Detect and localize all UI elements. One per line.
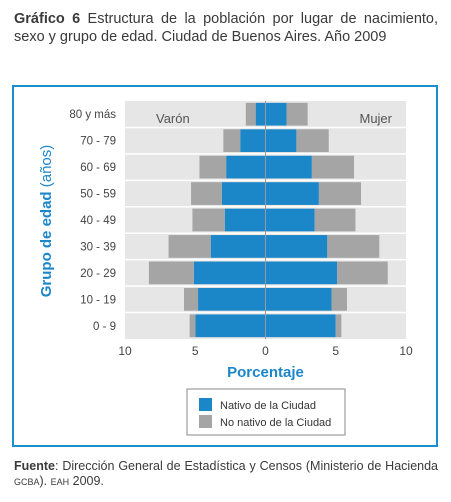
bar-varon-native-40-49 — [224, 208, 266, 232]
source-text-3: 2009. — [69, 474, 104, 488]
bar-varon-native-10-19 — [198, 287, 266, 311]
bar-mujer-non-native-60-69 — [311, 155, 355, 179]
bar-mujer-non-native-50-59 — [318, 182, 362, 205]
source-label: Fuente — [14, 459, 55, 473]
bar-mujer-non-native-30-39 — [327, 235, 380, 258]
bar-mujer-native-70-79 — [265, 129, 297, 153]
source-survey: EAH — [50, 477, 70, 487]
bar-mujer-native-40-49 — [265, 208, 315, 232]
bar-varon-native-70-79 — [240, 129, 266, 153]
bar-mujer-non-native-40-49 — [314, 208, 356, 232]
y-tick-label: 70 - 79 — [80, 136, 116, 148]
y-tick-label: 60 - 69 — [80, 162, 116, 174]
y-tick-label: 0 - 9 — [93, 321, 116, 333]
bar-mujer-non-native-0-9 — [335, 314, 342, 338]
bar-mujer-non-native-20-29 — [337, 261, 388, 285]
x-axis-title: Porcentaje — [227, 364, 304, 381]
y-tick-label: 20 - 29 — [80, 268, 116, 280]
legend-label-native: Nativo de la Ciudad — [220, 400, 316, 412]
legend-swatch-native — [199, 398, 212, 411]
bar-varon-non-native-80-y-m-s — [245, 102, 256, 126]
bar-mujer-native-60-69 — [265, 155, 312, 179]
bar-mujer-native-20-29 — [265, 261, 338, 285]
y-tick-label: 10 - 19 — [80, 294, 116, 306]
bar-varon-native-0-9 — [195, 314, 266, 338]
bar-varon-non-native-50-59 — [191, 182, 222, 205]
bar-varon-native-50-59 — [221, 182, 266, 205]
legend: Nativo de la Ciudad No nativo de la Ciud… — [186, 388, 346, 436]
bar-varon-non-native-60-69 — [199, 155, 227, 179]
legend-swatch-non-native — [199, 415, 212, 428]
x-tick-label: 10 — [399, 344, 413, 358]
source-text-1: : Dirección General de Estadística y Cen… — [54, 459, 438, 473]
y-tick-label: 80 y más — [69, 109, 116, 121]
source-org: GCBA — [14, 477, 40, 487]
bar-mujer-native-0-9 — [265, 314, 336, 338]
x-tick-label: 10 — [118, 344, 132, 358]
figure-title: Gráfico 6 Estructura de la población por… — [14, 10, 438, 46]
bar-varon-non-native-0-9 — [189, 314, 196, 338]
y-tick-label: 50 - 59 — [80, 189, 116, 201]
bar-mujer-native-50-59 — [265, 182, 319, 205]
bar-mujer-non-native-10-19 — [331, 287, 347, 311]
bar-varon-non-native-70-79 — [223, 129, 241, 153]
legend-box — [186, 388, 346, 436]
x-tick-label: 5 — [192, 344, 199, 358]
bar-varon-non-native-40-49 — [192, 208, 225, 232]
figure-label: Gráfico 6 — [14, 11, 81, 27]
bar-mujer-native-30-39 — [265, 235, 328, 258]
chart-frame — [12, 85, 438, 447]
y-tick-label: 30 - 39 — [80, 241, 116, 253]
bar-varon-native-20-29 — [193, 261, 266, 285]
bar-varon-native-30-39 — [210, 235, 266, 258]
bar-varon-native-80-y-m-s — [255, 102, 266, 126]
x-tick-label: 5 — [332, 344, 339, 358]
bar-mujer-non-native-70-79 — [296, 129, 329, 153]
bar-mujer-native-80-y-m-s — [265, 102, 287, 126]
legend-label-non-native: No nativo de la Ciudad — [220, 417, 331, 429]
figure-title-text: Estructura de la población por lugar de … — [14, 11, 439, 45]
bar-varon-non-native-30-39 — [168, 235, 211, 258]
bar-varon-non-native-20-29 — [148, 261, 194, 285]
right-side-label: Mujer — [359, 111, 392, 126]
left-side-label: Varón — [156, 111, 190, 126]
source-text-2: ). — [39, 474, 51, 488]
y-tick-label: 40 - 49 — [80, 215, 116, 227]
bar-mujer-native-10-19 — [265, 287, 332, 311]
source-note: Fuente: Dirección General de Estadística… — [14, 459, 438, 490]
x-tick-label: 0 — [262, 344, 269, 358]
y-axis-title: Grupo de edad (años) — [38, 145, 55, 298]
bar-varon-native-60-69 — [226, 155, 266, 179]
bar-varon-non-native-10-19 — [184, 287, 199, 311]
bar-mujer-non-native-80-y-m-s — [286, 102, 308, 126]
